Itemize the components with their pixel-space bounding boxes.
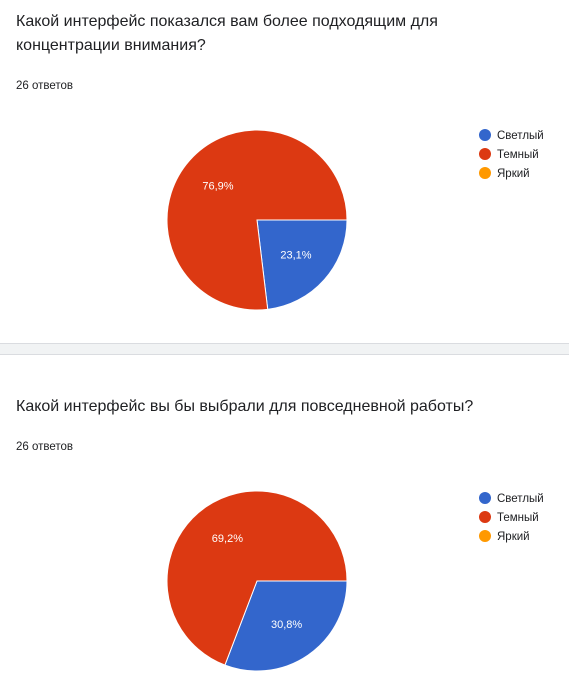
pie-slice-Светлый[interactable] [256,219,348,310]
legend-swatch [479,129,491,141]
legend-swatch [479,511,491,523]
pie-slice-Темный[interactable] [166,490,348,666]
pie-chart: 23,1% 76,9% Светлый Темный Яркий [166,129,544,311]
pie-slice-Темный[interactable] [166,129,348,311]
response-count: 26 ответов [16,441,74,453]
legend-label[interactable]: Светлый [497,493,544,505]
legend-swatch [479,167,491,179]
legend-label[interactable]: Темный [497,149,539,161]
question-title: Какой интерфейс показался вам более подх… [16,13,438,54]
legend-label[interactable]: Яркий [497,531,530,543]
question-card-2: Какой интерфейс вы бы выбрали для повсед… [0,355,569,685]
pie-chart: 30,8% 69,2% Светлый Темный Яркий [166,490,544,672]
legend-label[interactable]: Светлый [497,130,544,142]
legend-label[interactable]: Темный [497,512,539,524]
slice-label: 23,1% [280,250,311,262]
legend-label[interactable]: Яркий [497,168,530,180]
question-card-1: Какой интерфейс показался вам более подх… [16,13,544,311]
legend-swatch [479,492,491,504]
response-count: 26 ответов [16,80,74,92]
legend-swatch [479,148,491,160]
slice-label: 30,8% [271,619,302,631]
slice-label: 69,2% [212,533,243,545]
pie-slice-Светлый[interactable] [224,580,348,672]
slice-label: 76,9% [202,180,233,192]
legend-swatch [479,530,491,542]
question-title: Какой интерфейс вы бы выбрали для повсед… [16,398,474,415]
card-separator [0,343,569,355]
